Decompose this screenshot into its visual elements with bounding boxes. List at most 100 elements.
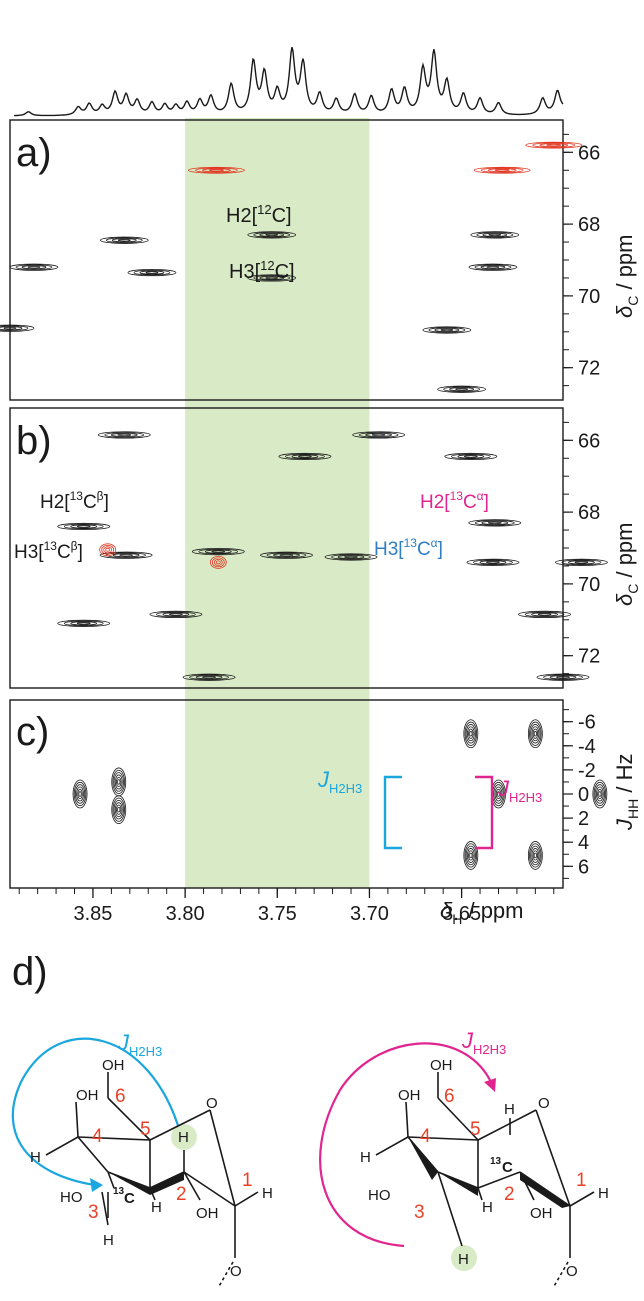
peak-a-8 xyxy=(468,263,518,271)
peak-b-14 xyxy=(518,610,571,619)
svg-text:O: O xyxy=(230,1263,242,1280)
peak-c-0 xyxy=(72,779,88,809)
ring-numbers-right: 1 2 3 4 5 6 xyxy=(414,1086,587,1223)
yticks-c-label-0: -6 xyxy=(578,712,596,734)
svg-text:C: C xyxy=(502,1159,513,1176)
y-axis-label-c: JHH / Hz xyxy=(612,754,641,831)
yticks-a-label-0: 66 xyxy=(578,142,600,164)
svg-text:6: 6 xyxy=(115,1086,126,1107)
yticks-b-label-2: 70 xyxy=(578,574,600,596)
peak-b-red-0 xyxy=(209,555,227,569)
svg-text:OH: OH xyxy=(398,1087,421,1104)
svg-text:H: H xyxy=(504,1101,515,1118)
projection-spectrum xyxy=(14,46,564,117)
svg-text:13: 13 xyxy=(490,1156,502,1167)
coupling-arc-magenta xyxy=(319,1042,491,1248)
arrowhead-magenta xyxy=(484,1078,496,1092)
peak-a-red-2 xyxy=(525,141,583,149)
yticks-c-label-1: -4 xyxy=(578,736,596,758)
j-label-cyan: JH2H3 xyxy=(317,767,362,796)
svg-text:OH: OH xyxy=(196,1205,219,1222)
panel-c-letter: c) xyxy=(16,710,49,754)
svg-text:OH: OH xyxy=(430,1057,453,1074)
yticks-c-label-3: 0 xyxy=(578,784,589,806)
panel-b: b) H2[13Cβ] H3[13Cβ] H2[13Cα] H3[13Cα] 6… xyxy=(9,407,608,689)
svg-text:2: 2 xyxy=(504,1184,515,1205)
svg-text:H: H xyxy=(151,1199,162,1216)
svg-text:OH: OH xyxy=(530,1205,553,1222)
bonds-right xyxy=(375,1072,595,1289)
atom-labels-left: OH OH H HO 13 C H H H O OH H O xyxy=(30,1057,273,1280)
structure-left: JH2H3 xyxy=(11,1030,273,1289)
peak-c-1 xyxy=(111,767,127,797)
peak-b-15 xyxy=(555,558,608,566)
x-tick-label-0: 3.85 xyxy=(73,903,112,925)
panel-b-peaks xyxy=(57,431,608,681)
svg-text:5: 5 xyxy=(470,1119,481,1140)
peak-a-6 xyxy=(422,326,472,334)
highlight-band xyxy=(185,118,370,888)
svg-text:5: 5 xyxy=(140,1119,151,1140)
peak-b-13 xyxy=(466,558,520,566)
j-label-magenta: JH2H3 xyxy=(497,776,542,805)
yticks-c-label-4: 2 xyxy=(578,808,589,830)
svg-text:O: O xyxy=(566,1263,578,1280)
peak-a-0 xyxy=(99,236,149,244)
spectrum-trace xyxy=(14,46,564,117)
wedge-c1-right xyxy=(520,1172,570,1208)
label-h2-12c: H2[12C] xyxy=(226,202,292,227)
j-label-d-left: JH2H3 xyxy=(117,1030,162,1059)
bracket-cyan xyxy=(383,775,402,850)
svg-text:H: H xyxy=(30,1149,41,1166)
label-h2-13c-beta: H2[13Cβ] xyxy=(40,489,109,513)
peak-c-3 xyxy=(463,719,479,749)
peak-b-7 xyxy=(191,547,245,556)
svg-text:HO: HO xyxy=(60,1189,83,1206)
peak-b-8 xyxy=(260,551,313,559)
panel-a-y-ticks: 66 68 70 72 xyxy=(563,133,600,387)
peak-b-10 xyxy=(149,610,203,619)
yticks-a-label-1: 68 xyxy=(578,214,600,236)
svg-text:O: O xyxy=(538,1095,550,1112)
peak-a-2 xyxy=(127,268,177,277)
coupling-arc-cyan xyxy=(11,1037,182,1187)
svg-text:OH: OH xyxy=(102,1057,125,1074)
bonds-left xyxy=(45,1072,259,1289)
panel-a: a) H2[12C] H3[12C] 66 68 70 72 xyxy=(0,119,600,401)
svg-text:3: 3 xyxy=(414,1202,425,1223)
structure-right: JH2H3 xyxy=(319,1028,609,1289)
x-axis: 3.85 3.80 3.75 3.70 3.65 xyxy=(18,888,555,925)
label-h2-13c-alpha: H2[13Cα] xyxy=(420,489,489,513)
svg-text:4: 4 xyxy=(92,1126,103,1147)
svg-text:4: 4 xyxy=(420,1126,431,1147)
yticks-b-label-0: 66 xyxy=(578,430,600,452)
panel-a-letter: a) xyxy=(16,131,52,175)
peak-a-7 xyxy=(470,231,520,239)
wedge-c4-right xyxy=(408,1137,438,1180)
peak-b-2 xyxy=(352,431,406,439)
ring-numbers-left: 1 2 3 4 5 6 xyxy=(88,1086,253,1223)
peak-b-5 xyxy=(99,551,153,559)
peak-b-0 xyxy=(97,431,151,439)
wedge-c3 xyxy=(108,1172,150,1195)
peak-a-9 xyxy=(437,385,487,393)
svg-text:H: H xyxy=(598,1185,609,1202)
peak-b-9 xyxy=(324,553,378,561)
peak-b-3 xyxy=(444,452,498,461)
peak-a-3 xyxy=(247,231,297,239)
label-h3-12c: H3[12C] xyxy=(229,258,295,283)
yticks-b-label-1: 68 xyxy=(578,502,600,524)
peak-c-7 xyxy=(527,841,543,870)
x-axis-label: δH / ppm xyxy=(440,898,524,927)
wedge-c2 xyxy=(150,1172,184,1195)
svg-text:3: 3 xyxy=(88,1202,99,1223)
label-h3-13c-beta: H3[13Cβ] xyxy=(14,539,83,563)
svg-text:H: H xyxy=(178,1129,189,1146)
yticks-c-label-2: -2 xyxy=(578,760,596,782)
peak-b-11 xyxy=(182,673,236,681)
h-highlight-circle-right xyxy=(451,1245,477,1271)
yticks-a-label-3: 72 xyxy=(578,358,600,380)
x-tick-label-3: 3.70 xyxy=(350,903,389,925)
peak-b-red-1 xyxy=(99,543,117,557)
